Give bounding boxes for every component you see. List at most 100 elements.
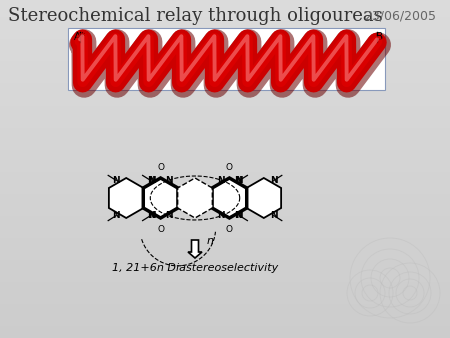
Polygon shape — [109, 178, 144, 218]
Bar — [0, 147, 450, 148]
Bar — [0, 264, 450, 265]
Bar — [0, 336, 450, 337]
Bar — [0, 117, 450, 118]
Bar — [0, 155, 450, 156]
Bar — [0, 42, 450, 43]
Bar — [0, 56, 450, 57]
Bar — [0, 227, 450, 228]
Bar — [0, 249, 450, 250]
Bar — [0, 154, 450, 155]
Bar — [0, 100, 450, 101]
Text: N: N — [236, 211, 243, 220]
Bar — [0, 165, 450, 166]
Bar — [0, 312, 450, 313]
Bar — [0, 116, 450, 117]
Bar — [0, 265, 450, 266]
Text: n: n — [207, 236, 213, 246]
Bar — [0, 274, 450, 275]
Bar — [0, 158, 450, 159]
Bar — [0, 11, 450, 12]
Bar — [0, 189, 450, 190]
Bar — [0, 98, 450, 99]
Bar — [0, 97, 450, 98]
Bar — [0, 288, 450, 289]
Bar — [0, 33, 450, 34]
Text: N: N — [236, 176, 243, 185]
Bar — [0, 123, 450, 124]
Bar — [0, 282, 450, 283]
Bar — [0, 337, 450, 338]
Bar — [0, 269, 450, 270]
Bar — [0, 118, 450, 119]
Bar — [0, 47, 450, 48]
Bar — [0, 251, 450, 252]
Bar — [0, 99, 450, 100]
Bar — [0, 315, 450, 316]
Bar — [0, 49, 450, 50]
Bar — [0, 112, 450, 113]
Bar — [0, 294, 450, 295]
Bar — [0, 267, 450, 268]
Bar — [0, 263, 450, 264]
Text: O: O — [157, 224, 164, 234]
Bar — [68, 28, 385, 90]
Bar — [0, 59, 450, 60]
Bar — [0, 120, 450, 121]
Bar — [0, 250, 450, 251]
Bar — [0, 5, 450, 6]
Bar — [0, 213, 450, 214]
Bar — [0, 6, 450, 7]
Bar — [0, 163, 450, 164]
Text: N: N — [217, 176, 225, 185]
Bar — [0, 260, 450, 261]
Bar — [0, 13, 450, 14]
Bar — [0, 323, 450, 324]
Bar — [0, 245, 450, 246]
Polygon shape — [212, 178, 247, 218]
Bar — [0, 272, 450, 273]
Bar — [0, 285, 450, 286]
Bar — [0, 62, 450, 63]
Bar — [0, 298, 450, 299]
Bar — [0, 238, 450, 239]
Bar — [0, 54, 450, 55]
Bar — [0, 111, 450, 112]
Bar — [0, 292, 450, 293]
Bar — [0, 268, 450, 269]
Bar — [0, 198, 450, 199]
Bar — [0, 133, 450, 134]
Bar — [0, 134, 450, 135]
Bar — [0, 240, 450, 241]
Bar — [0, 19, 450, 20]
Bar — [0, 289, 450, 290]
Bar — [0, 71, 450, 72]
Bar — [0, 316, 450, 317]
Bar — [0, 310, 450, 311]
Bar — [0, 329, 450, 330]
Bar — [0, 299, 450, 300]
Bar — [0, 90, 450, 91]
Bar — [0, 174, 450, 175]
Bar — [0, 255, 450, 256]
Bar — [0, 58, 450, 59]
Bar — [0, 40, 450, 41]
Bar — [0, 169, 450, 170]
Bar — [0, 142, 450, 143]
Bar — [0, 253, 450, 254]
Bar — [0, 206, 450, 207]
Bar — [0, 25, 450, 26]
Bar — [0, 170, 450, 171]
Bar — [0, 103, 450, 104]
Text: N: N — [147, 211, 154, 220]
Bar — [0, 186, 450, 187]
Text: N: N — [270, 211, 278, 220]
Text: A*: A* — [74, 32, 86, 42]
Bar — [0, 286, 450, 287]
Bar — [0, 151, 450, 152]
Bar — [0, 215, 450, 216]
Bar — [0, 217, 450, 218]
Bar — [0, 308, 450, 309]
Bar — [0, 66, 450, 67]
Bar — [0, 281, 450, 282]
Bar — [0, 211, 450, 212]
